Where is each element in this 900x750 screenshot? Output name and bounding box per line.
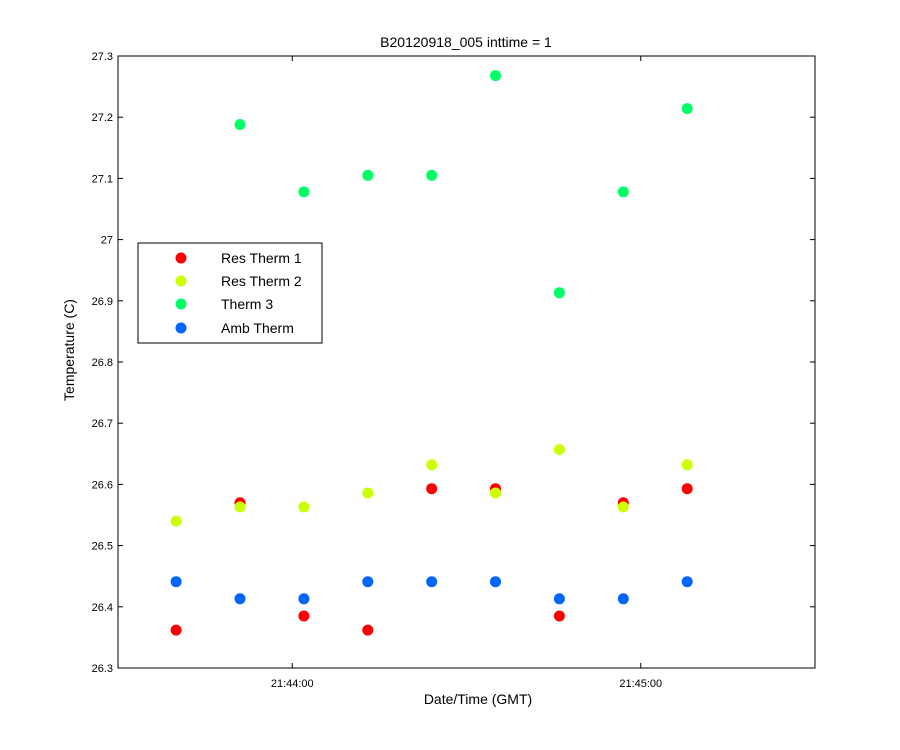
y-tick-label: 26.4 xyxy=(92,602,113,614)
point-res-therm-2 xyxy=(681,459,693,471)
y-tick-label: 27.3 xyxy=(92,51,113,63)
point-amb-therm xyxy=(490,576,501,588)
legend-marker-amb-therm xyxy=(175,322,187,334)
point-res-therm-1 xyxy=(170,624,182,636)
point-therm-3 xyxy=(553,287,565,299)
legend: Res Therm 1 Res Therm 2 Therm 3 Amb Ther… xyxy=(137,242,323,344)
point-amb-therm xyxy=(170,576,182,588)
point-res-therm-1 xyxy=(426,483,438,495)
y-tick-label: 27 xyxy=(101,235,113,247)
point-res-therm-2 xyxy=(426,459,438,471)
point-res-therm-2 xyxy=(617,501,629,513)
legend-marker-therm-3 xyxy=(175,298,187,310)
point-amb-therm xyxy=(298,593,310,605)
point-amb-therm xyxy=(553,593,565,605)
point-res-therm-2 xyxy=(298,501,310,513)
point-res-therm-2 xyxy=(362,487,374,499)
data-points xyxy=(170,70,693,636)
x-axis-title: Date/Time (GMT) xyxy=(424,691,532,707)
point-amb-therm xyxy=(234,593,246,605)
point-amb-therm xyxy=(681,576,693,588)
point-amb-therm xyxy=(426,576,438,588)
point-therm-3 xyxy=(298,186,310,198)
y-axis: 26.3 26.4 26.5 26.6 26.7 26.8 26.9 27 27.1 27.2 27… xyxy=(92,51,815,675)
point-therm-3 xyxy=(426,169,438,181)
point-therm-3 xyxy=(617,186,629,198)
y-tick-label: 26.8 xyxy=(92,357,113,369)
point-res-therm-1 xyxy=(362,624,374,636)
x-tick-label: 21:45:00 xyxy=(619,678,662,690)
chart-title: B20120918_005 inttime = 1 xyxy=(380,34,552,50)
legend-marker-res-therm-1 xyxy=(175,252,187,264)
point-therm-3 xyxy=(234,119,246,130)
y-tick-label: 26.5 xyxy=(92,541,113,553)
y-tick-label: 27.2 xyxy=(92,112,113,124)
point-res-therm-2 xyxy=(234,501,246,513)
legend-box xyxy=(137,242,323,344)
point-therm-3 xyxy=(490,70,501,82)
legend-label-therm-3: Therm 3 xyxy=(221,296,273,312)
point-therm-3 xyxy=(681,103,693,115)
x-axis: 21:44:00 21:45:00 xyxy=(271,56,662,690)
y-tick-label: 26.6 xyxy=(92,479,113,491)
point-res-therm-1 xyxy=(553,610,565,622)
y-axis-title: Temperature (C) xyxy=(61,299,77,401)
point-res-therm-1 xyxy=(681,483,693,495)
point-res-therm-2 xyxy=(490,487,501,499)
point-amb-therm xyxy=(617,593,629,605)
x-tick-label: 21:44:00 xyxy=(271,678,314,690)
legend-label-amb-therm: Amb Therm xyxy=(221,320,294,336)
y-tick-label: 26.9 xyxy=(92,296,113,308)
point-res-therm-2 xyxy=(553,444,565,455)
y-tick-label: 26.3 xyxy=(92,663,113,675)
point-res-therm-2 xyxy=(170,515,182,527)
y-tick-label: 27.1 xyxy=(92,173,113,185)
legend-marker-res-therm-2 xyxy=(175,275,187,287)
point-therm-3 xyxy=(362,169,374,181)
point-amb-therm xyxy=(362,576,374,588)
legend-label-res-therm-2: Res Therm 2 xyxy=(221,273,302,289)
plot-area xyxy=(117,55,816,669)
point-res-therm-1 xyxy=(298,610,310,622)
legend-label-res-therm-1: Res Therm 1 xyxy=(221,250,302,266)
y-tick-label: 26.7 xyxy=(92,418,113,430)
